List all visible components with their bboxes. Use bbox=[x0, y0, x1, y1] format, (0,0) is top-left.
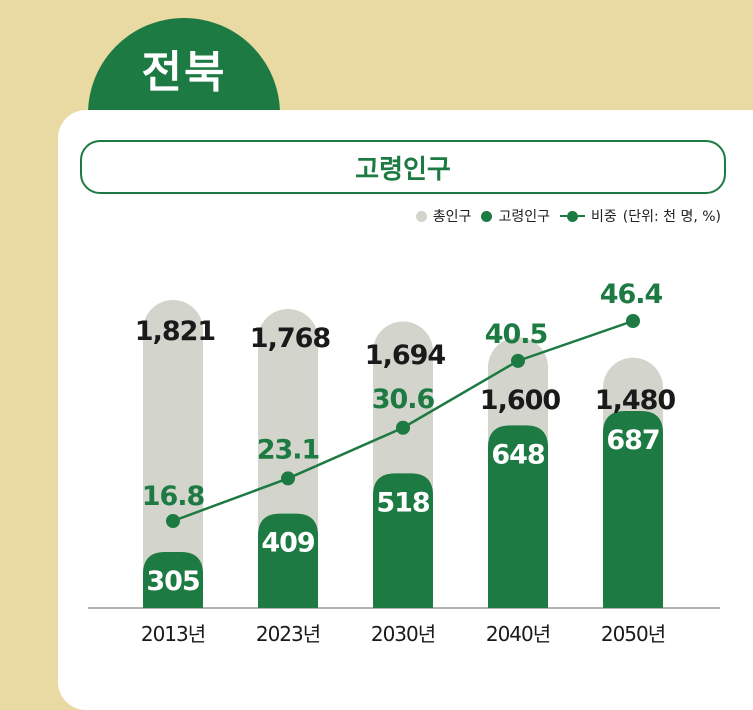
bar-total-0 bbox=[143, 300, 203, 608]
x-tick-label-2: 2030년 bbox=[371, 622, 435, 646]
legend-total-marker bbox=[415, 210, 427, 222]
label-total-3: 1,600 bbox=[480, 385, 561, 416]
chart-title: 고령인구 bbox=[355, 154, 451, 185]
x-tick-label-1: 2023년 bbox=[256, 622, 320, 646]
label-elderly-3: 648 bbox=[491, 439, 545, 470]
label-ratio-4: 46.4 bbox=[600, 279, 663, 310]
label-total-4: 1,480 bbox=[595, 385, 676, 416]
ratio-point-4 bbox=[626, 314, 640, 328]
chart-title-box: 고령인구 bbox=[80, 140, 726, 194]
x-tick-label-3: 2040년 bbox=[486, 622, 550, 646]
bar-elderly-3 bbox=[488, 425, 548, 608]
legend-ratio-marker bbox=[559, 210, 585, 222]
region-label: 전북 bbox=[141, 47, 227, 98]
label-ratio-0: 16.8 bbox=[142, 481, 205, 512]
bar-elderly-0 bbox=[143, 552, 203, 608]
legend: 총인구 고령인구 비중 (단위: 천 명, %) bbox=[415, 206, 721, 226]
bar-elderly-4 bbox=[603, 411, 663, 608]
label-ratio-2: 30.6 bbox=[372, 384, 435, 415]
label-elderly-0: 305 bbox=[146, 566, 199, 597]
ratio-point-3 bbox=[511, 353, 525, 368]
label-elderly-4: 687 bbox=[606, 425, 659, 456]
label-elderly-1: 409 bbox=[261, 528, 315, 559]
label-total-2: 1,694 bbox=[365, 340, 446, 371]
bar-elderly-2 bbox=[373, 473, 433, 608]
ratio-point-1 bbox=[281, 471, 295, 486]
legend-total-label: 총인구 bbox=[432, 209, 472, 225]
unit-note: (단위: 천 명, %) bbox=[622, 209, 721, 225]
legend-elderly-marker bbox=[481, 210, 493, 222]
label-ratio-1: 23.1 bbox=[257, 434, 320, 465]
label-elderly-2: 518 bbox=[376, 487, 430, 518]
legend-elderly-label: 고령인구 bbox=[498, 209, 550, 225]
bar-elderly-1 bbox=[258, 513, 318, 608]
label-ratio-3: 40.5 bbox=[485, 319, 548, 350]
legend-ratio-label: 비중 bbox=[590, 209, 617, 225]
ratio-point-2 bbox=[396, 420, 410, 435]
label-total-0: 1,821 bbox=[135, 316, 215, 347]
chart-plot: 305 1,821 2013년 409 1,768 2023년 518 1,694 2030년 6… bbox=[88, 279, 720, 646]
label-total-1: 1,768 bbox=[250, 323, 331, 354]
x-tick-label-0: 2013년 bbox=[141, 622, 205, 646]
ratio-point-0 bbox=[166, 514, 180, 528]
x-tick-label-4: 2050년 bbox=[601, 622, 665, 646]
